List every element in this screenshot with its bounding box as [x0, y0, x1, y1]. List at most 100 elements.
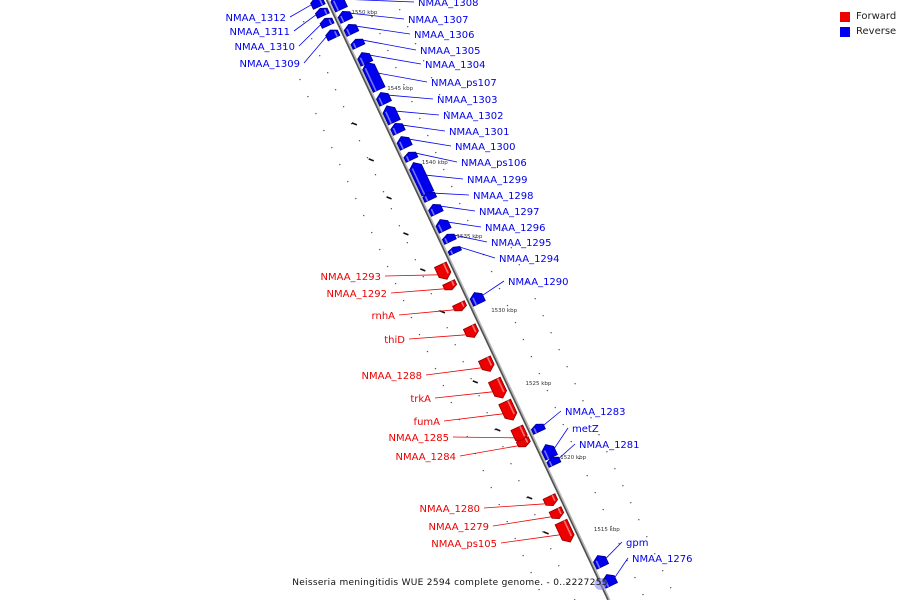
gene-feature[interactable] — [435, 219, 452, 234]
gene-arrow[interactable] — [409, 162, 435, 197]
gene-label[interactable]: NMAA_1307 — [408, 15, 469, 26]
gene-feature[interactable] — [314, 7, 330, 19]
gene-label[interactable]: NMAA_1280 — [419, 504, 480, 515]
gene-feature[interactable] — [422, 191, 438, 203]
gene-arrow[interactable] — [477, 355, 495, 372]
gene-label[interactable]: NMAA_1285 — [388, 433, 449, 444]
gene-label[interactable]: metZ — [572, 424, 599, 435]
gene-label[interactable]: NMAA_1290 — [508, 277, 569, 288]
gene-arrow[interactable] — [310, 0, 326, 10]
gene-feature[interactable] — [350, 38, 366, 50]
gene-arrow[interactable] — [452, 300, 467, 312]
gene-feature[interactable] — [396, 136, 413, 151]
gene-feature[interactable] — [477, 355, 495, 372]
gene-feature[interactable] — [442, 279, 458, 291]
gene-arrow[interactable] — [441, 233, 457, 245]
gene-arrow[interactable] — [422, 191, 438, 203]
gene-feature[interactable] — [319, 17, 335, 29]
gene-feature[interactable] — [515, 436, 531, 448]
gene-arrow[interactable] — [498, 398, 518, 421]
gene-label[interactable]: NMAA_1295 — [491, 238, 552, 249]
gene-arrow[interactable] — [530, 423, 546, 435]
gene-feature[interactable] — [447, 245, 463, 256]
gene-feature[interactable] — [376, 92, 393, 107]
gene-arrow[interactable] — [403, 151, 419, 163]
gene-label[interactable]: fumA — [414, 417, 441, 428]
gene-label[interactable]: NMAA_ps105 — [431, 539, 497, 550]
gene-arrow[interactable] — [428, 203, 444, 217]
gene-arrow[interactable] — [546, 456, 562, 468]
gene-arrow[interactable] — [515, 436, 531, 448]
gene-feature[interactable] — [546, 456, 562, 468]
gene-arrow[interactable] — [487, 376, 508, 399]
gene-arrow[interactable] — [548, 506, 565, 520]
gene-label[interactable]: NMAA_1300 — [455, 142, 516, 153]
gene-label[interactable]: NMAA_1303 — [437, 95, 498, 106]
gene-label[interactable]: NMAA_1308 — [418, 0, 479, 9]
gene-arrow[interactable] — [319, 17, 335, 29]
gene-arrow[interactable] — [541, 444, 559, 461]
gene-label[interactable]: NMAA_1305 — [420, 46, 481, 57]
gene-label[interactable]: NMAA_1283 — [565, 407, 626, 418]
gene-arrow[interactable] — [376, 92, 393, 107]
gene-label[interactable]: NMAA_1299 — [467, 175, 528, 186]
gene-label[interactable]: NMAA_ps107 — [431, 78, 497, 89]
gene-label[interactable]: NMAA_1304 — [425, 60, 486, 71]
gene-feature[interactable] — [452, 300, 467, 312]
gene-feature[interactable] — [433, 261, 452, 280]
gene-feature[interactable] — [382, 105, 401, 126]
gene-feature[interactable] — [469, 292, 486, 307]
gene-arrow[interactable] — [314, 7, 330, 19]
gene-label[interactable]: NMAA_1281 — [579, 440, 640, 451]
gene-arrow[interactable] — [593, 555, 610, 570]
gene-feature[interactable] — [441, 233, 457, 245]
gene-label[interactable]: NMAA_1309 — [239, 59, 300, 70]
gene-arrow[interactable] — [433, 261, 452, 280]
gene-arrow[interactable] — [396, 136, 413, 151]
gene-label[interactable]: NMAA_1288 — [361, 371, 422, 382]
gene-label[interactable]: trkA — [410, 394, 431, 405]
gene-arrow[interactable] — [357, 52, 374, 67]
gene-label[interactable]: NMAA_1310 — [234, 42, 295, 53]
gene-feature[interactable] — [325, 29, 341, 42]
gene-label[interactable]: NMAA_1312 — [225, 13, 286, 24]
gene-label[interactable]: NMAA_1292 — [326, 289, 387, 300]
gene-label[interactable]: NMAA_1294 — [499, 254, 560, 265]
gene-feature[interactable] — [390, 122, 406, 136]
gene-feature[interactable] — [330, 0, 348, 13]
gene-feature[interactable] — [362, 61, 386, 93]
gene-label[interactable]: NMAA_ps106 — [461, 158, 527, 169]
gene-label[interactable]: thiD — [384, 335, 405, 346]
gene-feature[interactable] — [487, 376, 508, 399]
gene-arrow[interactable] — [442, 279, 458, 291]
gene-feature[interactable] — [343, 23, 360, 37]
gene-feature[interactable] — [548, 506, 565, 520]
gene-arrow[interactable] — [462, 323, 479, 338]
gene-feature[interactable] — [498, 398, 518, 421]
gene-feature[interactable] — [542, 493, 559, 507]
gene-label[interactable]: NMAA_1298 — [473, 191, 534, 202]
gene-label[interactable]: NMAA_1297 — [479, 207, 540, 218]
gene-arrow[interactable] — [350, 38, 366, 50]
gene-label[interactable]: rnhA — [372, 311, 396, 322]
gene-arrow[interactable] — [390, 122, 406, 136]
gene-feature[interactable] — [409, 162, 435, 197]
gene-label[interactable]: NMAA_1302 — [443, 111, 504, 122]
gene-feature[interactable] — [554, 518, 575, 543]
gene-arrow[interactable] — [447, 245, 463, 256]
gene-label[interactable]: gpm — [626, 538, 648, 549]
gene-feature[interactable] — [530, 423, 546, 435]
gene-arrow[interactable] — [542, 493, 559, 507]
gene-arrow[interactable] — [435, 219, 452, 234]
gene-label[interactable]: NMAA_1279 — [428, 522, 489, 533]
gene-arrow[interactable] — [469, 292, 486, 307]
gene-arrow[interactable] — [554, 518, 575, 543]
gene-arrow[interactable] — [382, 105, 401, 126]
gene-feature[interactable] — [357, 52, 374, 67]
gene-label[interactable]: NMAA_1284 — [395, 452, 456, 463]
gene-arrow[interactable] — [325, 29, 341, 42]
gene-arrow[interactable] — [362, 61, 386, 93]
gene-arrow[interactable] — [337, 10, 354, 24]
gene-label[interactable]: NMAA_1311 — [229, 27, 290, 38]
